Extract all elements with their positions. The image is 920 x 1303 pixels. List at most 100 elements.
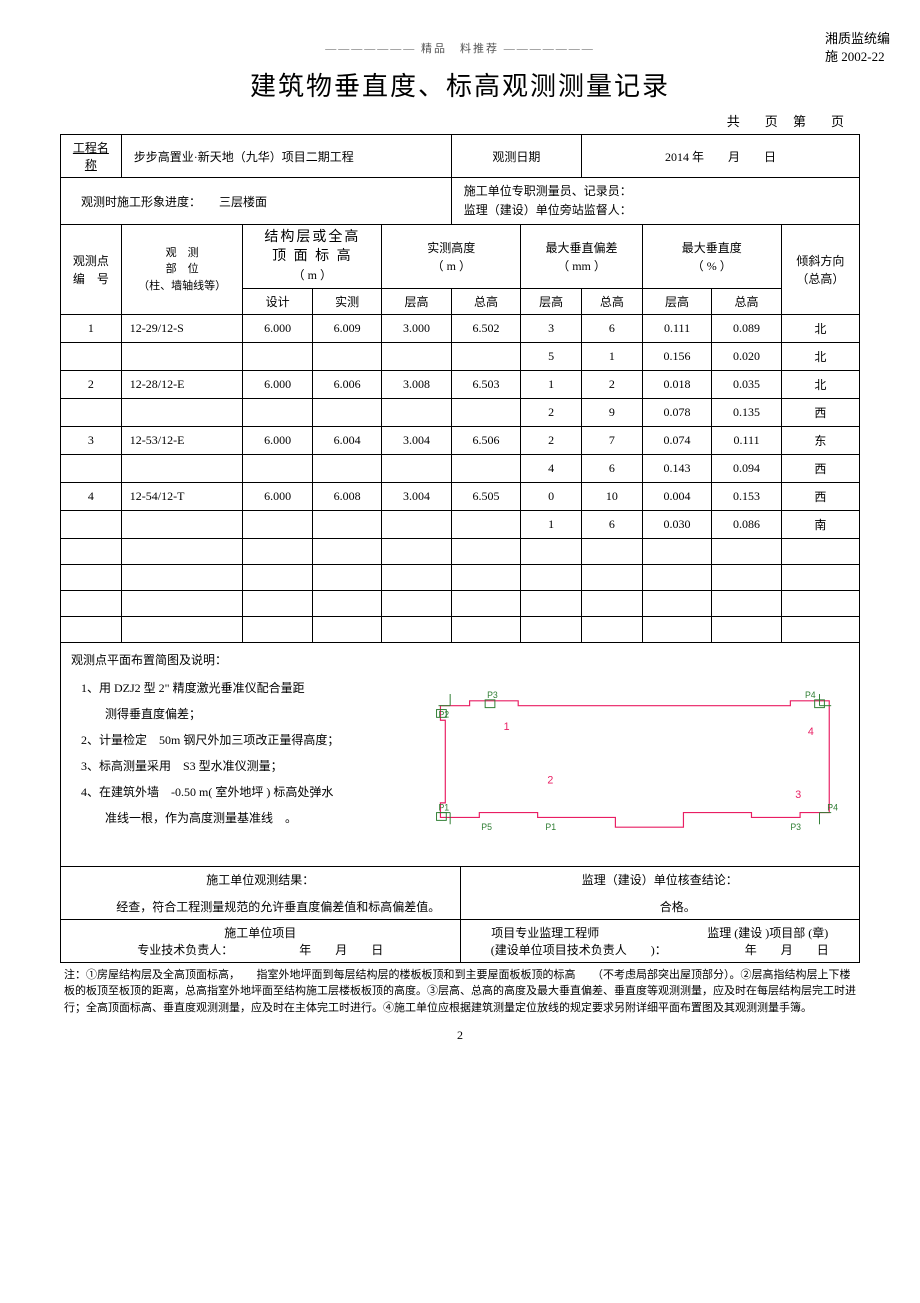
table-cell: 9 — [582, 398, 643, 426]
col-point-no: 观测点 编 号 — [61, 225, 122, 314]
table-cell — [243, 538, 312, 564]
col-tilt-dir: 倾斜方向 （总高） — [781, 225, 859, 314]
header-deco: ——————— 精品 料推荐 ——————— — [325, 40, 595, 56]
table-cell — [243, 510, 312, 538]
table-cell — [382, 342, 451, 370]
table-cell: 0.135 — [712, 398, 781, 426]
construction-sign: 施工单位项目 专业技术负责人： 年 月 日 — [61, 919, 461, 962]
table-cell — [243, 342, 312, 370]
table-cell: 东 — [781, 426, 859, 454]
project-row: 工程名称 步步高置业·新天地（九华）项目二期工程 观测日期 2014 年 月 日 — [61, 135, 860, 178]
svg-text:P3: P3 — [487, 690, 498, 700]
table-cell — [451, 342, 520, 370]
col-vert-th: 总高 — [712, 288, 781, 314]
table-row: 112-29/12-S6.0006.0093.0006.502360.1110.… — [61, 314, 860, 342]
table-cell: 6.503 — [451, 370, 520, 398]
table-cell: 4 — [61, 482, 122, 510]
table-cell — [712, 590, 781, 616]
table-cell — [61, 564, 122, 590]
col-floor-h: 层高 — [382, 288, 451, 314]
table-cell — [451, 538, 520, 564]
supervision-sign: 项目专业监理工程师 监理 (建设 )项目部 (章) (建设单位项目技术负责人 )… — [460, 919, 860, 962]
table-cell: 0.078 — [642, 398, 711, 426]
table-cell: 0.111 — [642, 314, 711, 342]
table-cell — [243, 454, 312, 482]
table-cell — [451, 398, 520, 426]
table-cell — [451, 590, 520, 616]
table-cell — [312, 616, 381, 642]
table-cell — [451, 616, 520, 642]
table-cell: 5 — [521, 342, 582, 370]
col-vert-fh: 层高 — [642, 288, 711, 314]
table-cell: 0.018 — [642, 370, 711, 398]
table-cell — [382, 538, 451, 564]
table-cell — [781, 538, 859, 564]
svg-text:P4: P4 — [828, 802, 839, 812]
table-cell — [121, 398, 243, 426]
table-cell: 3 — [521, 314, 582, 342]
table-cell — [781, 616, 859, 642]
svg-text:2: 2 — [548, 774, 554, 786]
table-cell: 3.004 — [382, 426, 451, 454]
table-cell — [121, 590, 243, 616]
table-cell: 3 — [61, 426, 122, 454]
table-cell: 0.004 — [642, 482, 711, 510]
table-cell — [582, 564, 643, 590]
table-cell — [312, 454, 381, 482]
table-row-empty — [61, 616, 860, 642]
table-cell: 12-28/12-E — [121, 370, 243, 398]
header-doc-info: 湘质监统编 施 2002-22 — [825, 30, 890, 66]
notes-item: 1、用 DZJ2 型 2" 精度激光垂准仪配合量距 — [81, 676, 413, 700]
table-cell — [243, 564, 312, 590]
table-cell: 12-29/12-S — [121, 314, 243, 342]
table-cell: 北 — [781, 314, 859, 342]
table-cell: 4 — [521, 454, 582, 482]
page-title: 建筑物垂直度、标高观测测量记录 — [60, 66, 860, 103]
table-cell: 0.111 — [712, 426, 781, 454]
table-cell: 1 — [61, 314, 122, 342]
notes-text: 1、用 DZJ2 型 2" 精度激光垂准仪配合量距 测得垂直度偏差；2、计量检定… — [71, 674, 413, 858]
table-cell: 3.000 — [382, 314, 451, 342]
table-cell — [61, 510, 122, 538]
table-cell — [312, 538, 381, 564]
table-cell — [642, 616, 711, 642]
table-cell — [243, 590, 312, 616]
project-name-value: 步步高置业·新天地（九华）项目二期工程 — [121, 135, 451, 178]
table-cell — [521, 590, 582, 616]
table-cell — [382, 398, 451, 426]
main-table: 工程名称 步步高置业·新天地（九华）项目二期工程 观测日期 2014 年 月 日… — [60, 134, 860, 643]
col-dev-fh: 层高 — [521, 288, 582, 314]
table-cell: 6 — [582, 314, 643, 342]
table-cell: 0.086 — [712, 510, 781, 538]
table-cell — [451, 454, 520, 482]
table-cell: 北 — [781, 342, 859, 370]
table-cell — [582, 538, 643, 564]
table-cell — [582, 616, 643, 642]
table-cell: 3.008 — [382, 370, 451, 398]
table-cell: 6.000 — [243, 314, 312, 342]
table-cell — [61, 342, 122, 370]
table-cell: 0.089 — [712, 314, 781, 342]
table-cell — [61, 398, 122, 426]
supervision-result: 监理（建设）单位核查结论： 合格。 — [460, 867, 860, 920]
staff-cell: 施工单位专职测量员、记录员： 监理（建设）单位旁站监督人： — [451, 178, 859, 225]
table-cell: 0.153 — [712, 482, 781, 510]
table-cell — [712, 564, 781, 590]
table-cell: 北 — [781, 370, 859, 398]
svg-text:3: 3 — [796, 789, 802, 801]
diagram-box: P3 P2 P4 P1 P5 P1 P3 P4 1 2 — [421, 674, 849, 858]
table-row-empty — [61, 538, 860, 564]
table-cell — [382, 616, 451, 642]
col-dev-th: 总高 — [582, 288, 643, 314]
table-row: 212-28/12-E6.0006.0063.0086.503120.0180.… — [61, 370, 860, 398]
table-cell — [121, 564, 243, 590]
svg-text:4: 4 — [808, 726, 814, 738]
table-cell — [642, 590, 711, 616]
table-cell: 7 — [582, 426, 643, 454]
table-cell — [382, 590, 451, 616]
table-cell: 2 — [582, 370, 643, 398]
notes-section: 观测点平面布置简图及说明： 1、用 DZJ2 型 2" 精度激光垂准仪配合量距 … — [60, 643, 860, 867]
table-cell — [712, 616, 781, 642]
table-cell — [382, 564, 451, 590]
table-cell — [312, 398, 381, 426]
